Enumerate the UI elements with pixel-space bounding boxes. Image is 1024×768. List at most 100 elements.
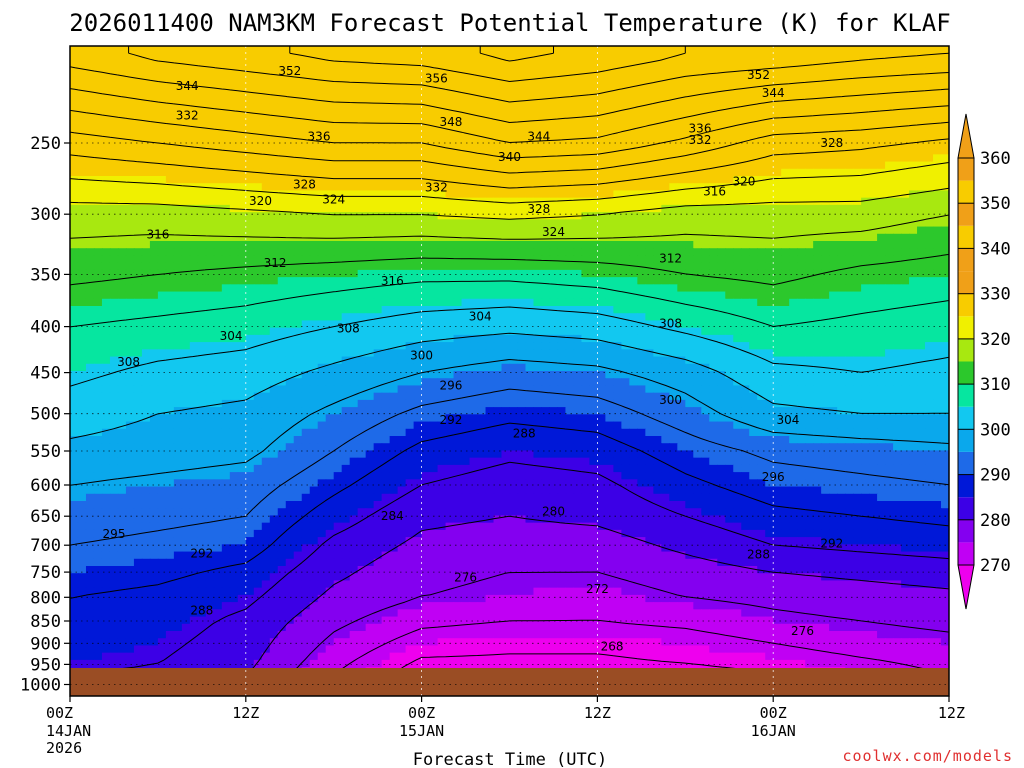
contour-fill-cell <box>805 327 814 336</box>
contour-fill-cell <box>701 197 710 206</box>
contour-fill-cell <box>341 154 351 163</box>
contour-fill-cell <box>517 147 527 155</box>
contour-fill-cell <box>565 154 575 163</box>
contour-fill-cell <box>309 89 319 98</box>
contour-fill-cell <box>197 67 207 76</box>
contour-fill-cell <box>749 154 758 163</box>
contour-fill-cell <box>357 226 367 235</box>
contour-fill-cell <box>749 96 758 105</box>
contour-fill-cell <box>693 74 702 83</box>
contour-fill-cell <box>637 67 646 76</box>
contour-fill-cell <box>117 168 127 177</box>
contour-fill-cell <box>829 204 838 213</box>
contour-fill-cell <box>477 298 487 307</box>
contour-fill-cell <box>149 284 159 293</box>
contour-fill-cell <box>893 161 902 170</box>
contour-fill-cell <box>589 298 598 307</box>
contour-fill-cell <box>589 204 598 213</box>
contour-fill-cell <box>309 103 319 112</box>
contour-fill-cell <box>445 284 455 293</box>
contour-fill-cell <box>453 313 463 322</box>
contour-fill-cell <box>701 291 710 300</box>
contour-fill-cell <box>821 53 830 62</box>
contour-fill-cell <box>725 233 734 242</box>
contour-fill-cell <box>165 118 175 127</box>
contour-fill-cell <box>285 241 295 249</box>
contour-fill-cell <box>853 139 862 148</box>
contour-fill-cell <box>797 204 806 213</box>
contour-fill-cell <box>469 262 479 271</box>
contour-fill-cell <box>333 96 343 105</box>
contour-fill-cell <box>877 204 886 213</box>
contour-fill-cell <box>397 53 407 62</box>
contour-fill-cell <box>613 67 622 76</box>
contour-fill-cell <box>157 349 167 358</box>
contour-fill-cell <box>757 255 766 264</box>
contour-fill-cell <box>173 255 183 264</box>
contour-fill-cell <box>429 371 439 379</box>
contour-fill-cell <box>133 363 143 372</box>
contour-fill-cell <box>861 320 870 329</box>
contour-fill-cell <box>357 269 367 278</box>
contour-fill-cell <box>125 125 135 134</box>
contour-fill-cell <box>109 96 119 105</box>
contour-fill-cell <box>557 176 567 184</box>
contour-fill-cell <box>557 363 567 372</box>
contour-fill-cell <box>677 46 686 54</box>
contour-fill-cell <box>373 277 383 285</box>
contour-fill-cell <box>621 298 630 307</box>
contour-fill-cell <box>933 306 942 314</box>
contour-fill-cell <box>325 204 335 213</box>
contour-fill-cell <box>101 147 111 155</box>
contour-fill-cell <box>541 125 551 134</box>
contour-fill-cell <box>469 125 479 134</box>
contour-fill-cell <box>197 363 207 372</box>
contour-fill-cell <box>333 53 343 62</box>
contour-fill-cell <box>933 176 942 184</box>
contour-fill-cell <box>773 262 782 271</box>
contour-fill-cell <box>773 197 782 206</box>
contour-fill-cell <box>133 96 143 105</box>
contour-fill-cell <box>821 67 830 76</box>
contour-fill-cell <box>101 53 111 62</box>
contour-fill-cell <box>741 82 750 90</box>
contour-fill-cell <box>109 103 119 112</box>
contour-fill-cell <box>405 176 415 184</box>
contour-fill-cell <box>213 241 223 249</box>
contour-fill-cell <box>893 46 902 54</box>
contour-fill-cell <box>389 306 399 314</box>
contour-fill-cell <box>70 190 79 199</box>
contour-fill-cell <box>557 74 567 83</box>
contour-fill-cell <box>805 291 814 300</box>
contour-fill-cell <box>485 147 495 155</box>
contour-fill-cell <box>293 154 303 163</box>
contour-fill-cell <box>597 139 606 148</box>
contour-fill-cell <box>797 60 806 69</box>
contour-fill-cell <box>197 371 207 379</box>
contour-fill-cell <box>141 53 151 62</box>
contour-fill-cell <box>229 269 239 278</box>
contour-fill-cell <box>341 96 351 105</box>
contour-fill-cell <box>709 298 718 307</box>
contour-fill-cell <box>421 291 431 300</box>
contour-fill-cell <box>621 74 630 83</box>
contour-fill-cell <box>525 291 535 300</box>
contour-fill-cell <box>373 262 383 271</box>
contour-fill-cell <box>885 262 894 271</box>
contour-fill-cell <box>613 132 622 141</box>
contour-fill-cell <box>165 334 175 343</box>
contour-fill-cell <box>661 342 670 350</box>
contour-fill-cell <box>301 313 311 322</box>
contour-fill-cell <box>661 154 670 163</box>
contour-fill-cell <box>885 118 894 127</box>
contour-fill-cell <box>501 212 511 220</box>
contour-fill-cell <box>533 111 543 119</box>
contour-fill-cell <box>141 46 151 54</box>
contour-fill-cell <box>861 284 870 293</box>
contour-fill-cell <box>669 269 678 278</box>
contour-fill-cell <box>117 371 127 379</box>
contour-fill-cell <box>869 161 878 170</box>
contour-fill-cell <box>109 46 119 54</box>
contour-fill-cell <box>805 226 814 235</box>
contour-fill-cell <box>93 349 103 358</box>
